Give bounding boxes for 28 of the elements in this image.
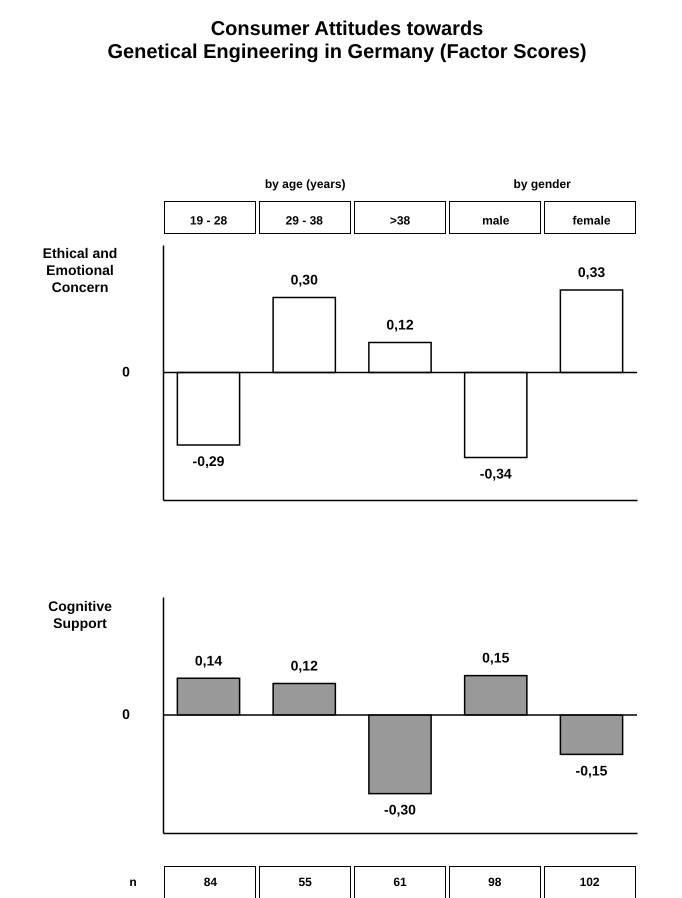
x-tick-label: >38 [390, 214, 410, 228]
text: 84 [202, 875, 218, 889]
text: 55 [298, 875, 313, 889]
text: 102 [578, 875, 601, 889]
data-label: -0,29 [192, 453, 225, 469]
y-axis-title: Ethical and Emotional Concern [42, 245, 118, 296]
data-label: -0,15 [576, 762, 608, 778]
data-label: -0,30 [384, 802, 416, 818]
data-label: 0,15 [482, 650, 510, 666]
data-label: 0,33 [578, 264, 606, 280]
text: 61 [392, 875, 408, 889]
data-label: 0,12 [290, 658, 318, 674]
data-label: -0,34 [480, 466, 512, 482]
x-tick-label: male [482, 214, 510, 228]
x-tick-label: 19 - 28 [190, 214, 228, 228]
ref-line-label: 0 [122, 364, 130, 380]
data-label: 0,30 [290, 272, 318, 288]
text: 98 [487, 875, 502, 889]
y-axis-title: Cognitive Support [47, 598, 113, 632]
text: n [128, 875, 138, 889]
data-label: 0,14 [194, 652, 222, 668]
text: by age (years) [264, 177, 347, 191]
chart-title: Consumer Attitudes towards Genetical Engineering in Germany (Factor Scores) [106, 18, 588, 64]
data-label: 0,12 [386, 316, 414, 332]
text: by gender [512, 177, 572, 191]
x-tick-label: female [572, 214, 611, 228]
ref-line-label: 0 [122, 706, 130, 722]
x-tick-label: 29 - 38 [286, 214, 324, 228]
